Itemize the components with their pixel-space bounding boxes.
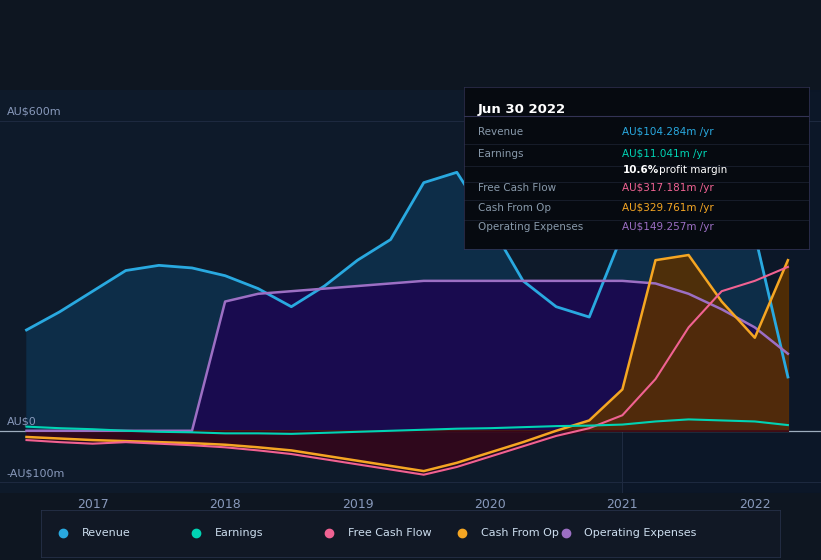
Text: 10.6%: 10.6% — [622, 165, 658, 175]
Text: Revenue: Revenue — [478, 127, 523, 137]
Text: Operating Expenses: Operating Expenses — [478, 222, 583, 232]
Text: profit margin: profit margin — [658, 165, 727, 175]
Text: Operating Expenses: Operating Expenses — [585, 529, 696, 538]
Text: Earnings: Earnings — [215, 529, 264, 538]
Text: AU$317.181m /yr: AU$317.181m /yr — [622, 183, 714, 193]
Text: AU$600m: AU$600m — [7, 106, 62, 116]
Text: Cash From Op: Cash From Op — [478, 203, 551, 213]
Text: -AU$100m: -AU$100m — [7, 468, 65, 478]
Text: AU$329.761m /yr: AU$329.761m /yr — [622, 203, 714, 213]
Text: Cash From Op: Cash From Op — [481, 529, 558, 538]
Text: AU$0: AU$0 — [7, 417, 36, 427]
Text: Free Cash Flow: Free Cash Flow — [348, 529, 431, 538]
Text: AU$104.284m /yr: AU$104.284m /yr — [622, 127, 714, 137]
Text: Earnings: Earnings — [478, 149, 523, 159]
Bar — [622, 90, 821, 493]
Text: AU$149.257m /yr: AU$149.257m /yr — [622, 222, 714, 232]
Text: Free Cash Flow: Free Cash Flow — [478, 183, 556, 193]
Text: Revenue: Revenue — [82, 529, 131, 538]
Text: Jun 30 2022: Jun 30 2022 — [478, 103, 566, 116]
Text: AU$11.041m /yr: AU$11.041m /yr — [622, 149, 708, 159]
